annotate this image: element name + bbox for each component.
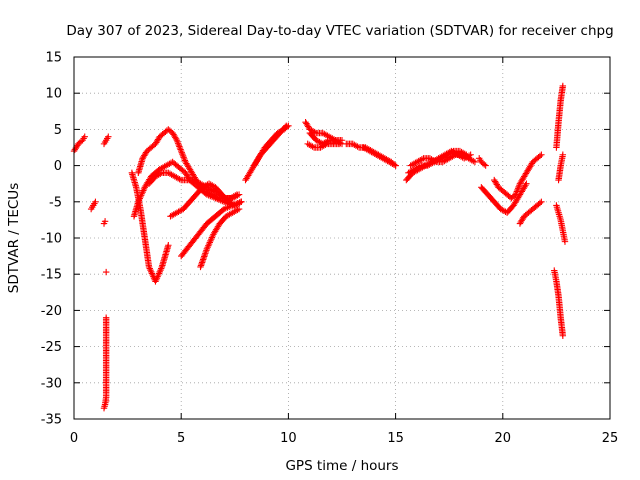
data-points: [70, 82, 569, 412]
x-tick-label: 25: [602, 431, 619, 446]
data-point: [178, 149, 186, 156]
data-point: [482, 162, 489, 169]
y-tick-label: -35: [41, 413, 62, 428]
data-point: [235, 205, 243, 213]
y-tick-label: -20: [41, 304, 62, 319]
y-tick-label: 0: [54, 159, 62, 174]
y-tick-label: -25: [41, 340, 62, 355]
series-arc-w: [491, 151, 545, 202]
y-tick-label: -10: [41, 232, 62, 247]
y-tick-label: 15: [45, 51, 62, 66]
series-arc-m: [250, 122, 290, 169]
data-point: [514, 185, 522, 192]
series-arc-v: [476, 155, 489, 169]
data-point: [538, 151, 545, 158]
series-arc-p: [306, 129, 346, 148]
data-point: [281, 123, 289, 131]
data-point: [101, 218, 109, 225]
data-point: [536, 199, 544, 207]
series-arc-u: [407, 151, 479, 169]
y-tick-label: -30: [41, 376, 62, 391]
series-arc-a: [70, 133, 88, 155]
x-axis-label: GPS time / hours: [285, 458, 398, 474]
data-point: [176, 143, 183, 150]
data-point: [177, 146, 184, 153]
data-point: [559, 82, 567, 90]
data-point: [172, 135, 180, 143]
data-point: [102, 397, 110, 405]
series-arc-z: [551, 267, 567, 339]
series-arc-k: [197, 205, 243, 271]
x-tick-label: 15: [387, 431, 404, 446]
x-tick-label: 20: [495, 431, 512, 446]
chart-title: Day 307 of 2023, Sidereal Day-to-day VTE…: [66, 23, 613, 39]
data-point: [538, 198, 545, 205]
data-point: [175, 141, 182, 149]
data-point: [81, 133, 88, 140]
data-point: [392, 162, 399, 169]
data-point: [516, 182, 523, 189]
grid: [74, 57, 610, 419]
data-point: [523, 180, 530, 187]
data-point: [283, 122, 290, 129]
y-tick-label: -5: [49, 195, 62, 210]
data-point: [179, 151, 186, 158]
data-point: [102, 268, 110, 276]
series-arc-ab: [553, 82, 567, 151]
series-arc-r: [360, 144, 399, 169]
y-tick-label: -15: [41, 268, 62, 283]
data-point: [481, 161, 488, 168]
data-point: [559, 332, 567, 339]
data-point: [515, 183, 522, 191]
data-point: [174, 138, 181, 146]
data-point: [176, 144, 184, 152]
series-arc-aa: [553, 202, 569, 245]
data-point: [235, 191, 243, 198]
series-arc-b: [87, 198, 99, 213]
y-tick-labels: 15 10 5 0 -5 -10 -15 -20 -25 -30 -35: [41, 51, 62, 428]
series-arc-g: [135, 126, 241, 202]
series-arc-e: [128, 169, 172, 285]
data-point: [179, 152, 187, 159]
series-arc-ac: [555, 151, 567, 184]
y-tick-label: 5: [54, 123, 62, 138]
data-point: [102, 314, 110, 321]
data-point: [105, 133, 112, 140]
data-point: [181, 157, 189, 164]
data-point: [174, 140, 182, 147]
data-point: [238, 198, 245, 205]
data-point: [561, 238, 569, 245]
x-tick-label: 10: [280, 431, 297, 446]
data-point: [471, 158, 479, 166]
data-point: [181, 155, 188, 163]
data-point: [92, 198, 99, 205]
data-point: [165, 242, 172, 249]
series-arc-c: [100, 133, 112, 148]
data-point: [178, 147, 185, 155]
y-tick-label: 10: [45, 87, 62, 102]
data-point: [559, 151, 567, 158]
series-arc-j: [178, 198, 245, 260]
x-tick-label: 5: [177, 431, 185, 446]
data-point: [522, 182, 529, 189]
series-arc-l: [242, 122, 292, 184]
x-tick-labels: 0 5 10 15 20 25: [70, 431, 618, 446]
series-arc-x: [478, 180, 530, 216]
y-axis-label: SDTVAR / TECUs: [6, 183, 22, 293]
x-tick-label: 0: [70, 431, 78, 446]
series-arc-d: [100, 218, 110, 412]
data-point: [173, 137, 181, 144]
data-point: [536, 152, 544, 160]
axis-ticks: [73, 56, 611, 420]
series-arc-y: [516, 198, 545, 227]
data-point: [180, 154, 187, 161]
